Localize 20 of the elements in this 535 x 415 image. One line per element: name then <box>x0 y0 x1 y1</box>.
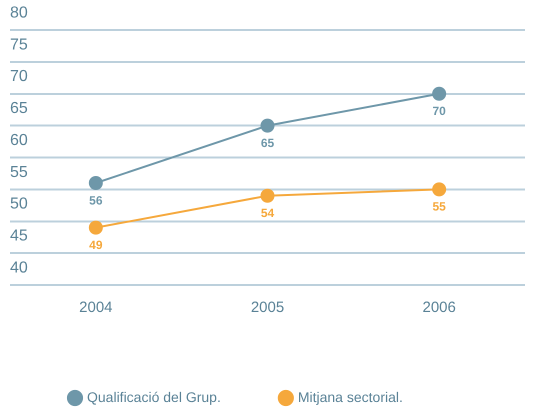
x-tick-label: 2006 <box>422 299 456 316</box>
legend-label: Mitjana sectorial. <box>298 388 403 405</box>
y-tick-label: 40 <box>10 259 28 276</box>
data-label: 54 <box>260 206 274 220</box>
y-tick-label: 45 <box>10 228 28 245</box>
data-label: 49 <box>89 238 103 252</box>
y-tick-label: 70 <box>10 68 28 86</box>
y-tick-label: 50 <box>10 196 28 213</box>
y-tick-label: 65 <box>10 100 28 118</box>
x-tick-label: 2004 <box>79 299 113 316</box>
y-tick-label: 75 <box>10 36 28 54</box>
x-tick-label: 2005 <box>250 299 284 316</box>
data-label: 70 <box>432 104 446 118</box>
legend-label: Qualificació del Grup. <box>87 388 221 405</box>
data-label: 56 <box>89 193 103 208</box>
y-tick-label: 55 <box>10 164 28 181</box>
y-tick-label: 60 <box>10 132 28 149</box>
y-tick-label: 80 <box>10 4 28 22</box>
data-label: 65 <box>260 136 274 150</box>
data-label: 55 <box>432 200 446 214</box>
